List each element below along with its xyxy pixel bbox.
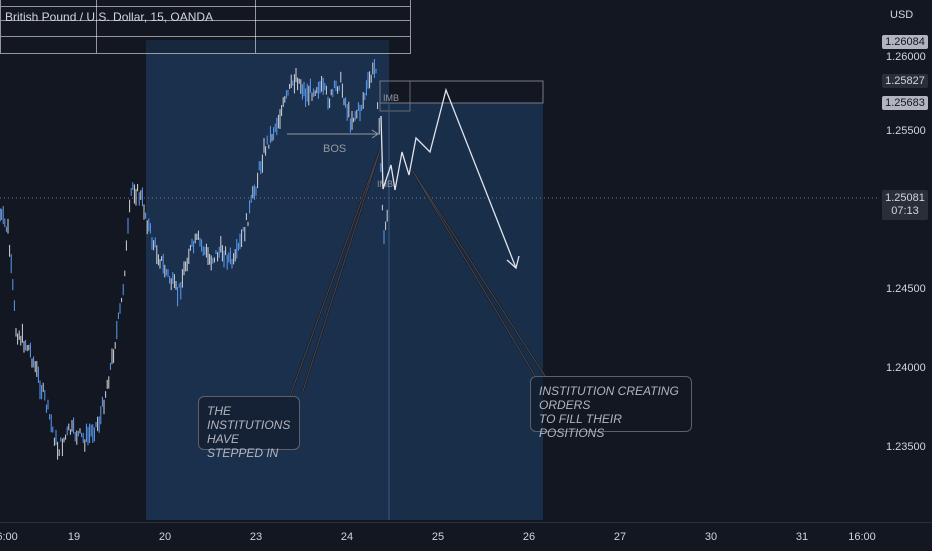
time-tick-label: 31 [795, 531, 809, 543]
panel-row-line [1, 6, 410, 7]
callout-2-line-2: TO FILL THEIR POSITIONS [539, 412, 622, 440]
price-tag-low: 1.25683 [882, 96, 928, 110]
bar-countdown: 07:13 [891, 205, 919, 217]
time-tick-label: 27 [613, 531, 627, 543]
chart-area[interactable]: BOS IMB IMB British Pound / U.S. Dollar,… [0, 0, 880, 522]
price-tag-mid: 1.25827 [882, 74, 928, 88]
imb-box-upper [379, 80, 411, 112]
candlestick-series [0, 59, 388, 460]
callout-institutions-stepped-in: THE INSTITUTIONS HAVE STEPPED IN [198, 396, 300, 460]
time-tick-label: 26 [522, 531, 536, 543]
time-tick-label: 16:00 [848, 531, 876, 543]
time-tick-label: 24 [340, 531, 354, 543]
time-tick-label: 19 [67, 531, 81, 543]
callout-1-line-2: HAVE STEPPED IN [207, 432, 279, 460]
projection-arrow-head [506, 255, 520, 270]
projection-path [380, 87, 517, 269]
price-tick-label: 1.23500 [886, 441, 926, 453]
panel-col-line [255, 0, 256, 53]
price-chart[interactable]: BOS IMB IMB [0, 0, 880, 522]
price-tick-label: 1.24000 [886, 362, 926, 374]
time-tick-label: 30 [704, 531, 718, 543]
price-tick-label: 1.24500 [886, 283, 926, 295]
callout-2-pointer-edge [411, 169, 546, 377]
panel-row-line [1, 36, 410, 37]
current-price-tag: 1.25081 07:13 [882, 190, 928, 220]
currency-label[interactable]: USD [890, 9, 914, 21]
price-axis[interactable]: USD 1.26000 1.25500 1.24500 1.24000 1.23… [880, 0, 932, 550]
time-tick-label: 23 [249, 531, 263, 543]
time-tick-label: 25 [431, 531, 445, 543]
time-axis[interactable]: 16:00 19 20 23 24 25 26 27 30 31 16:00 [0, 522, 932, 551]
symbol-info-panel: British Pound / U.S. Dollar, 15, OANDA [0, 0, 411, 54]
highlight-zone-right [389, 103, 543, 520]
panel-col-line [96, 0, 97, 53]
time-tick-label: 20 [158, 531, 172, 543]
callout-2-line-1: INSTITUTION CREATING ORDERS [539, 384, 679, 412]
symbol-title[interactable]: British Pound / U.S. Dollar, 15, OANDA [5, 10, 214, 24]
callout-institution-creating-orders: INSTITUTION CREATING ORDERS TO FILL THEI… [530, 376, 692, 440]
current-price-value: 1.25081 [885, 192, 925, 204]
imb-label-upper: IMB [383, 93, 399, 103]
price-tick-label: 1.25500 [886, 125, 926, 137]
callout-1-pointer-edge [289, 149, 381, 397]
price-tag-high: 1.26084 [882, 35, 928, 49]
callout-1-line-1: THE INSTITUTIONS [207, 404, 291, 432]
panel-row-line [1, 20, 410, 21]
order-block-box [379, 80, 544, 104]
bos-arrow-head [371, 129, 379, 139]
price-tick-label: 1.26000 [886, 51, 926, 63]
time-tick-label: 16:00 [0, 531, 18, 543]
bos-label: BOS [323, 143, 346, 155]
